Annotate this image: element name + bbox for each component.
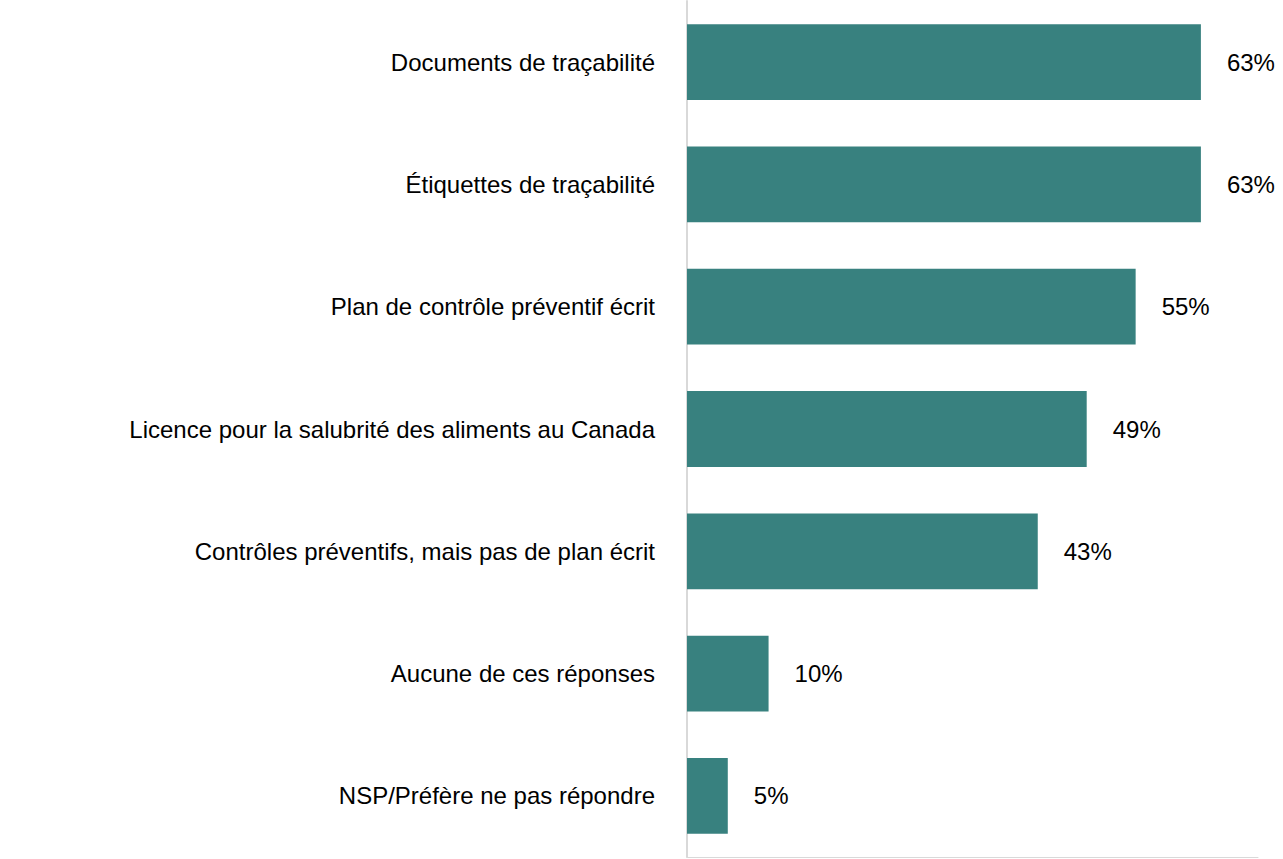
svg-text:49%: 49% [1113,416,1161,443]
svg-text:5%: 5% [754,782,789,809]
svg-text:Aucune de ces réponses: Aucune de ces réponses [391,660,655,687]
svg-text:Étiquettes de traçabilité: Étiquettes de traçabilité [406,171,655,198]
svg-text:10%: 10% [795,660,843,687]
svg-text:63%: 63% [1227,49,1275,76]
svg-text:Licence pour la salubrité des: Licence pour la salubrité des aliments a… [129,416,655,443]
svg-text:Plan de contrôle préventif écr: Plan de contrôle préventif écrit [331,293,656,320]
svg-text:Contrôles préventifs, mais pas: Contrôles préventifs, mais pas de plan é… [195,538,656,565]
svg-text:55%: 55% [1162,293,1210,320]
svg-text:Documents de traçabilité: Documents de traçabilité [391,49,655,76]
svg-text:43%: 43% [1064,538,1112,565]
svg-text:NSP/Préfère ne pas répondre: NSP/Préfère ne pas répondre [339,782,655,809]
svg-text:63%: 63% [1227,171,1275,198]
